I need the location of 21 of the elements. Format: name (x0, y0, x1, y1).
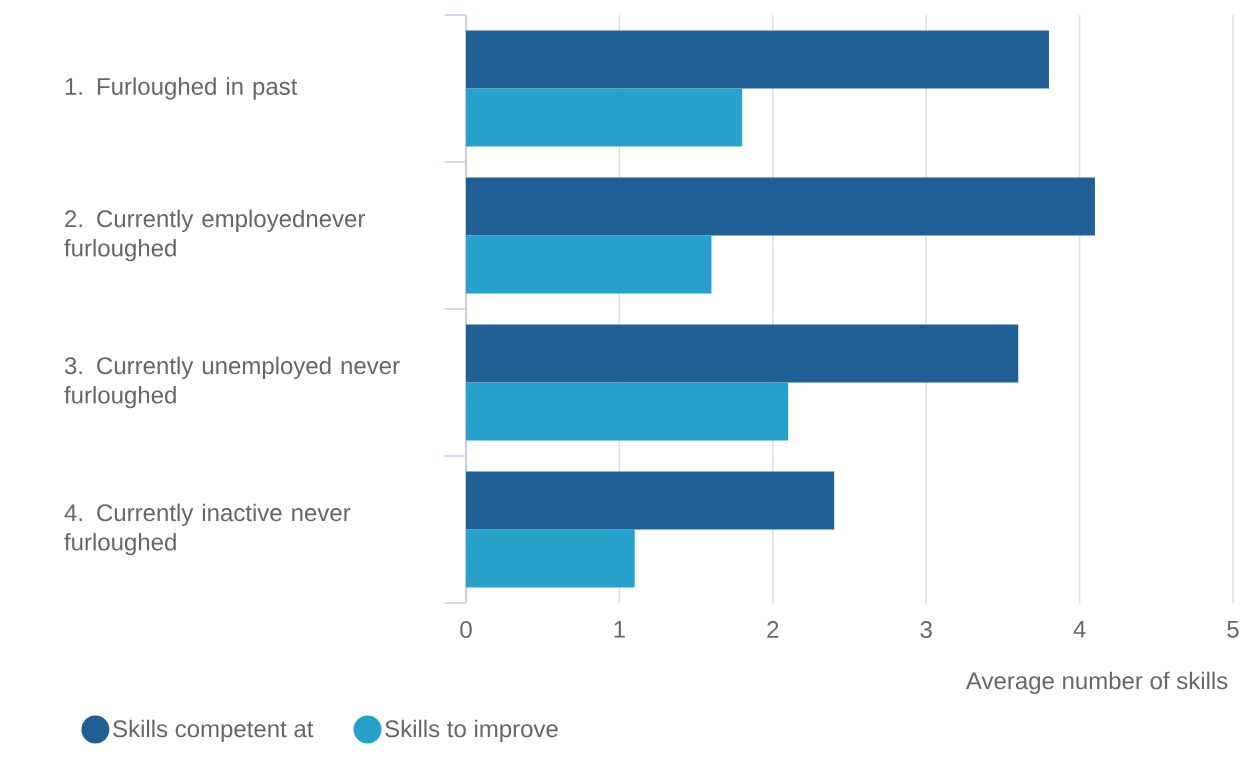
y-tick-label: 4. Currently inactive never furloughed (64, 503, 351, 556)
bar (466, 471, 835, 530)
x-tick-label: 5 (1227, 621, 1239, 638)
legend-label: Skills to improve (385, 719, 558, 743)
bar (466, 324, 1019, 383)
legend-label: Skills competent at (113, 719, 314, 743)
x-tick-label: 2 (767, 621, 779, 638)
x-tick-label: 4 (1073, 621, 1086, 638)
y-tick-label: 3. Currently unemployed never furloughed (64, 356, 400, 409)
bar (466, 529, 635, 588)
y-tick-label: 1. Furloughed in past (65, 77, 298, 100)
bar (466, 177, 1095, 236)
bar (466, 382, 789, 441)
x-axis-title: Average number of skills (965, 671, 1228, 695)
y-tick-label: 2. Currently employednever furloughed (64, 209, 365, 262)
x-tick-label: 1 (614, 621, 625, 638)
x-tick-label: 0 (460, 621, 472, 639)
bar (466, 30, 1049, 89)
bar (466, 235, 712, 294)
bar (466, 88, 743, 147)
x-tick-label: 3 (920, 621, 932, 639)
